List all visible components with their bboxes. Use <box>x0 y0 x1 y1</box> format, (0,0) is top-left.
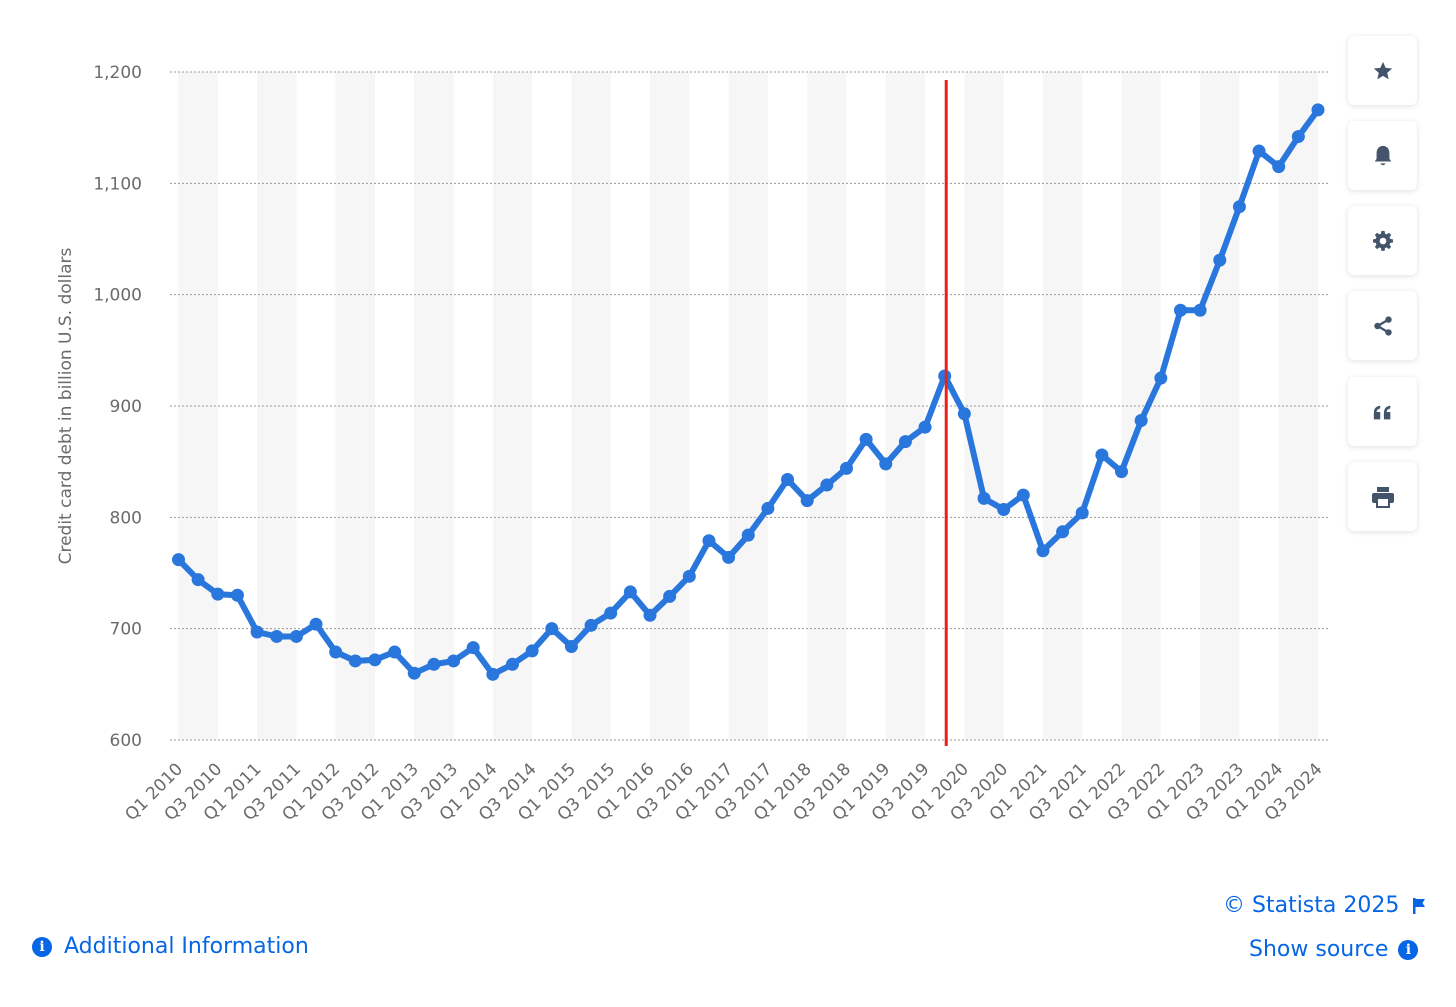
data-point[interactable] <box>623 585 637 599</box>
y-axis-ticks: 600 700 800 900 1,000 1,100 1,200 <box>93 63 142 751</box>
data-point[interactable] <box>1056 525 1070 539</box>
data-point[interactable] <box>604 606 618 620</box>
data-point[interactable] <box>1016 488 1030 502</box>
data-point[interactable] <box>466 641 480 655</box>
data-point[interactable] <box>348 654 362 668</box>
data-point[interactable] <box>309 617 323 631</box>
data-point[interactable] <box>1291 130 1305 144</box>
data-point[interactable] <box>1134 413 1148 427</box>
print-icon <box>1371 486 1394 508</box>
show-source-text: Show source <box>1249 937 1389 962</box>
data-point[interactable] <box>191 573 205 587</box>
show-source-link[interactable]: Show source i <box>1249 937 1419 962</box>
copyright-text: © Statista 2025 <box>1223 893 1400 918</box>
data-point[interactable] <box>172 553 185 567</box>
data-point[interactable] <box>702 534 716 548</box>
y-tick-label: 700 <box>110 620 142 640</box>
data-point[interactable] <box>918 420 932 434</box>
data-point[interactable] <box>741 528 755 542</box>
data-point[interactable] <box>1213 253 1227 267</box>
info-icon: i <box>32 936 52 957</box>
favorite-button[interactable] <box>1348 36 1417 105</box>
additional-information-link[interactable]: i Additional Information <box>32 934 309 959</box>
data-point[interactable] <box>211 587 225 601</box>
data-point[interactable] <box>1311 103 1325 117</box>
info-icon: i <box>1398 939 1419 960</box>
data-point[interactable] <box>1193 303 1207 317</box>
data-point[interactable] <box>1115 465 1129 479</box>
series-debt <box>172 103 1325 681</box>
data-point[interactable] <box>997 503 1011 517</box>
data-point[interactable] <box>250 625 264 639</box>
y-tick-label: 800 <box>110 508 142 528</box>
data-point[interactable] <box>427 657 441 671</box>
data-point[interactable] <box>1095 448 1109 462</box>
data-point[interactable] <box>820 478 834 492</box>
data-point[interactable] <box>368 653 382 667</box>
data-point[interactable] <box>447 654 461 668</box>
data-point[interactable] <box>761 501 775 515</box>
y-tick-label: 900 <box>110 397 142 417</box>
data-point[interactable] <box>525 644 539 658</box>
data-point[interactable] <box>663 589 677 603</box>
share-button[interactable] <box>1348 291 1417 360</box>
gridlines <box>170 71 1330 741</box>
data-point[interactable] <box>329 645 343 659</box>
data-point[interactable] <box>898 435 912 449</box>
data-point[interactable] <box>1252 144 1266 158</box>
data-point[interactable] <box>545 622 559 636</box>
y-tick-label: 1,000 <box>93 286 142 306</box>
cite-button[interactable] <box>1348 377 1417 446</box>
settings-button[interactable] <box>1348 206 1417 275</box>
flag-icon <box>1413 897 1426 914</box>
data-point[interactable] <box>505 657 519 671</box>
y-axis-title: Credit card debt in billion U.S. dollars <box>56 247 76 564</box>
data-point[interactable] <box>289 629 303 643</box>
data-point[interactable] <box>1036 544 1050 558</box>
data-point[interactable] <box>839 461 853 475</box>
data-point[interactable] <box>388 645 402 659</box>
y-tick-label: 1,200 <box>93 63 142 83</box>
data-point[interactable] <box>564 639 578 653</box>
copyright-link[interactable]: © Statista 2025 <box>1223 893 1427 918</box>
bell-icon <box>1374 145 1391 165</box>
y-tick-label: 1,100 <box>93 174 142 194</box>
quote-icon <box>1373 405 1390 419</box>
print-button[interactable] <box>1348 462 1417 531</box>
data-point[interactable] <box>584 618 598 632</box>
data-point[interactable] <box>643 608 657 622</box>
data-point[interactable] <box>977 491 991 505</box>
data-point[interactable] <box>682 569 696 583</box>
y-tick-label: 600 <box>110 731 142 751</box>
data-point[interactable] <box>957 407 971 421</box>
data-point[interactable] <box>781 472 795 486</box>
data-point[interactable] <box>1173 303 1187 317</box>
data-point[interactable] <box>1272 160 1286 174</box>
gear-icon <box>1372 230 1393 251</box>
notification-button[interactable] <box>1348 121 1417 190</box>
data-point[interactable] <box>800 494 814 508</box>
data-point[interactable] <box>1154 371 1168 385</box>
additional-information-text: Additional Information <box>64 934 309 959</box>
share-icon <box>1373 315 1392 336</box>
data-point[interactable] <box>859 432 873 446</box>
data-point[interactable] <box>270 629 284 643</box>
data-point[interactable] <box>1075 506 1089 520</box>
data-point[interactable] <box>407 666 421 680</box>
data-point[interactable] <box>722 550 736 564</box>
data-point[interactable] <box>486 667 500 681</box>
data-point[interactable] <box>879 457 893 471</box>
star-icon <box>1373 61 1392 79</box>
data-point[interactable] <box>1232 200 1246 214</box>
data-point[interactable] <box>230 588 244 602</box>
